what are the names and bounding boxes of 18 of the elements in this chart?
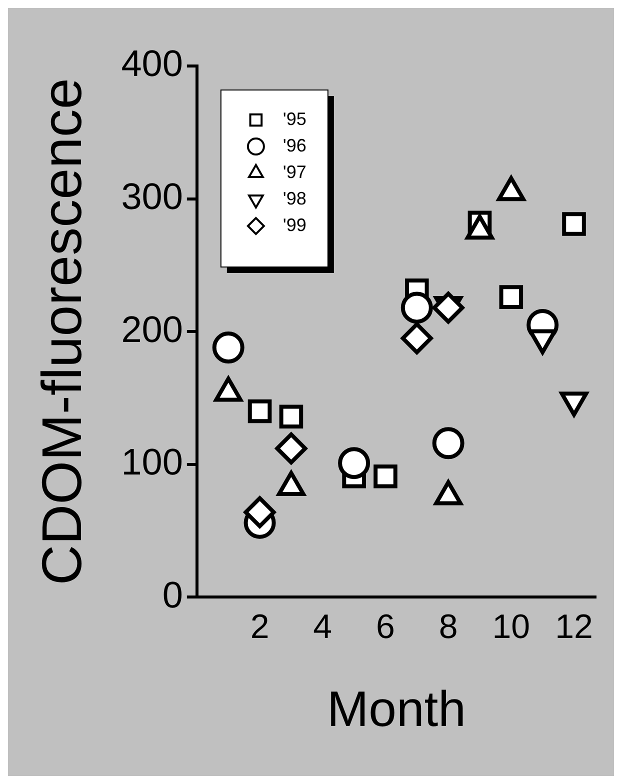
y-tick-label: 400 <box>121 43 183 84</box>
legend-label: '96 <box>282 135 306 156</box>
legend-label: '99 <box>282 214 306 235</box>
y-tick-label: 0 <box>162 574 183 616</box>
legend-label: '97 <box>282 162 306 182</box>
x-tick-label: 8 <box>438 608 458 646</box>
y-tick-label: 200 <box>121 308 183 350</box>
x-tick-label: 10 <box>492 608 530 646</box>
y-axis-title: CDOM-fluorescence <box>30 78 94 586</box>
y-tick-label: 100 <box>121 442 183 483</box>
x-tick-label: 6 <box>376 608 395 646</box>
y-tick-label: 300 <box>121 176 183 218</box>
x-tick-label: 12 <box>555 608 593 646</box>
x-tick-label: 4 <box>313 608 332 646</box>
x-axis-title: Month <box>326 680 466 737</box>
x-tick-label: 2 <box>250 608 270 646</box>
legend-label: '95 <box>282 108 306 129</box>
legend-label: '98 <box>282 188 306 208</box>
